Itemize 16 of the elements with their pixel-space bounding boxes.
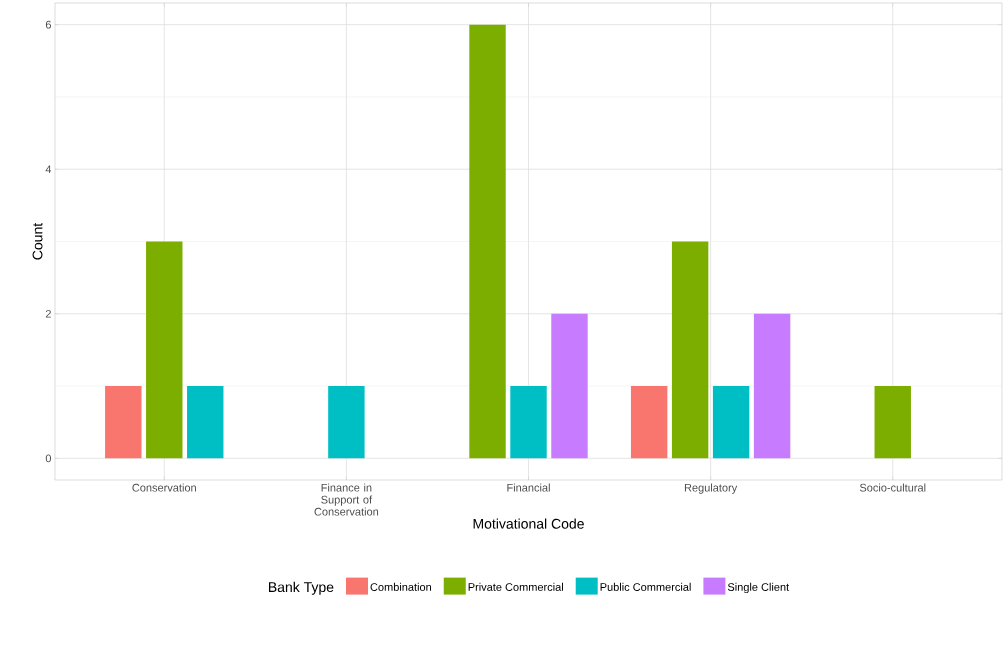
x-tick-label: Socio-cultural: [859, 483, 926, 492]
legend-title: Bank Type: [268, 581, 334, 595]
x-axis-title: Motivational Code: [473, 518, 584, 529]
x-tick-label: Financial: [507, 483, 550, 492]
y-tick-label: 0: [45, 454, 52, 463]
x-tick-label: Conservation: [132, 483, 196, 492]
x-tick-label: Regulatory: [684, 483, 738, 494]
y-tick-label: 2: [45, 309, 51, 318]
legend-label: Private Commercial: [468, 582, 563, 591]
y-axis-title: Count: [32, 222, 43, 260]
x-tick-label: Finance in Support of Conservation: [314, 483, 379, 516]
legend-label: Single Client: [727, 582, 790, 594]
y-tick-label: 4: [45, 165, 52, 174]
y-tick-label: 6: [45, 20, 51, 29]
legend-label: Combination: [370, 582, 432, 591]
legend-label: Public Commercial: [600, 582, 691, 591]
